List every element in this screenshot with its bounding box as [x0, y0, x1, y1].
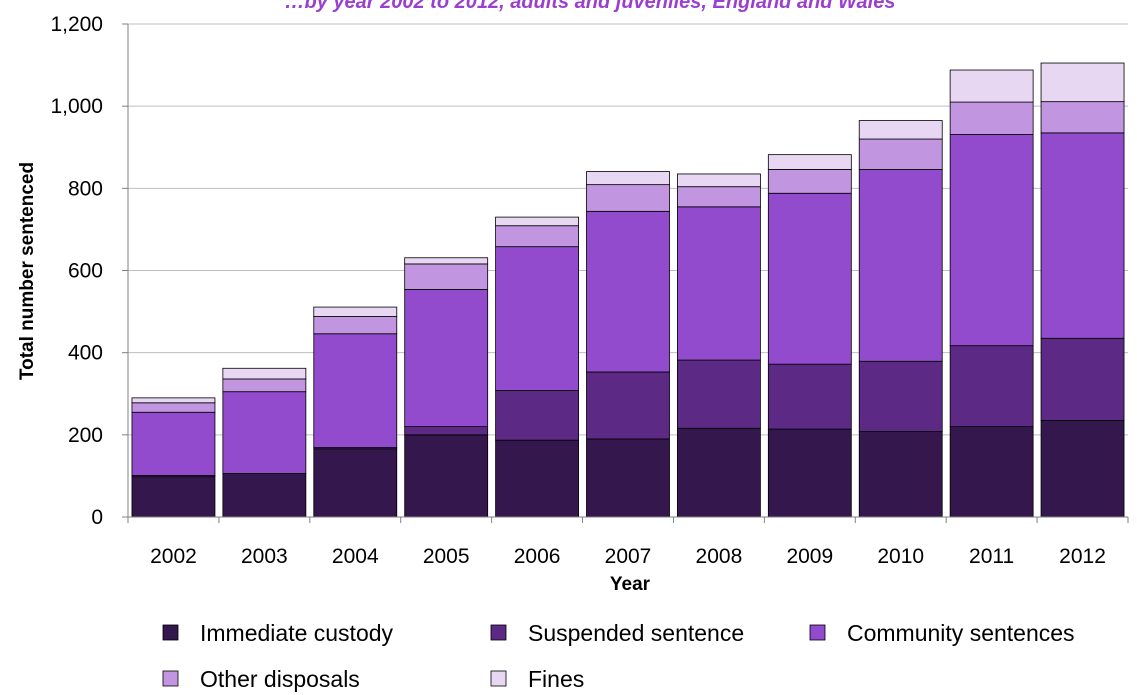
bar-segment: [586, 184, 670, 212]
bar-segment: [1040, 62, 1125, 103]
bar-segment: [1040, 101, 1125, 134]
y-axis-title: Total number sentenced: [17, 162, 38, 380]
bar-segment: [677, 173, 761, 188]
bar-segment: [404, 288, 489, 428]
x-tick-label: 2012: [1059, 545, 1106, 568]
bar-segment: [858, 138, 943, 170]
x-tick-label: 2002: [150, 545, 197, 568]
bar-segment: [586, 371, 670, 440]
bar-segment: [858, 360, 943, 432]
bar-segment: [495, 390, 579, 441]
bar-segment: [1040, 420, 1125, 518]
bar-segment: [131, 402, 216, 413]
y-tick-label: 200: [68, 424, 103, 447]
bar-segment: [495, 246, 579, 391]
legend: Immediate custody Suspended sentence Commu…: [162, 620, 1075, 692]
x-tick-label: 2008: [696, 545, 743, 568]
bar-segment: [767, 428, 852, 518]
bar-segment: [949, 134, 1034, 347]
bar-segment: [404, 257, 489, 265]
y-tick-label: 0: [91, 506, 103, 529]
y-tick-label: 1,000: [50, 95, 103, 118]
bar-segment: [131, 476, 216, 518]
x-tick-label: 2010: [877, 545, 924, 568]
x-tick-label: 2004: [332, 545, 379, 568]
bar-segment: [222, 378, 307, 393]
x-tick-label: 2007: [605, 545, 652, 568]
bar-segment: [858, 120, 943, 140]
bar-segment: [949, 69, 1034, 103]
y-tick-label: 800: [68, 177, 103, 200]
bar-segment: [767, 363, 852, 430]
bar-segment: [949, 345, 1034, 428]
bar-segment: [858, 431, 943, 518]
legend-swatch: [490, 670, 507, 687]
x-tick-label: 2005: [423, 545, 470, 568]
bar-segment: [495, 216, 579, 227]
bar-segment: [222, 473, 307, 518]
bar-segment: [404, 263, 489, 290]
bar-segment: [313, 306, 398, 317]
bar-segment: [949, 426, 1034, 518]
tick-labels: 0 200 400 600 800 1,000 1,200 2002 2003 2004 2005 2…: [50, 13, 1105, 568]
bar-segment: [495, 225, 579, 248]
bar-segment: [313, 316, 398, 335]
bar-segment: [131, 411, 216, 476]
legend-label: Community sentences: [847, 620, 1075, 646]
bar-segment: [131, 397, 216, 404]
legend-label: Immediate custody: [200, 620, 394, 646]
bar-segment: [222, 391, 307, 474]
bar-segment: [313, 333, 398, 448]
x-axis-title: Year: [610, 574, 651, 595]
bar-segment: [222, 367, 307, 380]
legend-swatch: [162, 670, 179, 687]
bar-segment: [404, 426, 489, 436]
bar-segment: [677, 427, 761, 518]
bar-segment: [586, 438, 670, 518]
x-tick-label: 2006: [514, 545, 561, 568]
legend-label: Other disposals: [200, 666, 360, 692]
bar-segment: [495, 439, 579, 518]
y-tick-label: 600: [68, 260, 103, 283]
x-tick-label: 2003: [241, 545, 288, 568]
legend-label: Suspended sentence: [528, 620, 744, 646]
bar-segment: [767, 154, 852, 170]
bar-segment: [586, 171, 670, 186]
axes: [122, 23, 1129, 523]
bar-segment: [1040, 132, 1125, 339]
bar-segment: [858, 169, 943, 362]
legend-swatch: [162, 624, 179, 641]
legend-swatch: [490, 624, 507, 641]
bar-segment: [677, 186, 761, 208]
bar-segment: [767, 192, 852, 365]
chart-title: …by year 2002 to 2012, adults and juveni…: [285, 0, 896, 13]
legend-label: Fines: [528, 666, 584, 692]
bar-segment: [677, 359, 761, 429]
x-tick-label: 2009: [786, 545, 833, 568]
legend-swatch: [809, 624, 826, 641]
y-tick-label: 1,200: [50, 13, 103, 36]
bar-segment: [313, 448, 398, 518]
bar-segment: [767, 169, 852, 194]
x-tick-label: 2011: [969, 545, 1014, 568]
bars: [131, 62, 1125, 518]
bar-segment: [949, 101, 1034, 135]
bar-segment: [404, 434, 489, 518]
y-tick-label: 400: [68, 342, 103, 365]
bar-segment: [1040, 337, 1125, 421]
bar-segment: [586, 210, 670, 373]
bar-segment: [677, 206, 761, 361]
